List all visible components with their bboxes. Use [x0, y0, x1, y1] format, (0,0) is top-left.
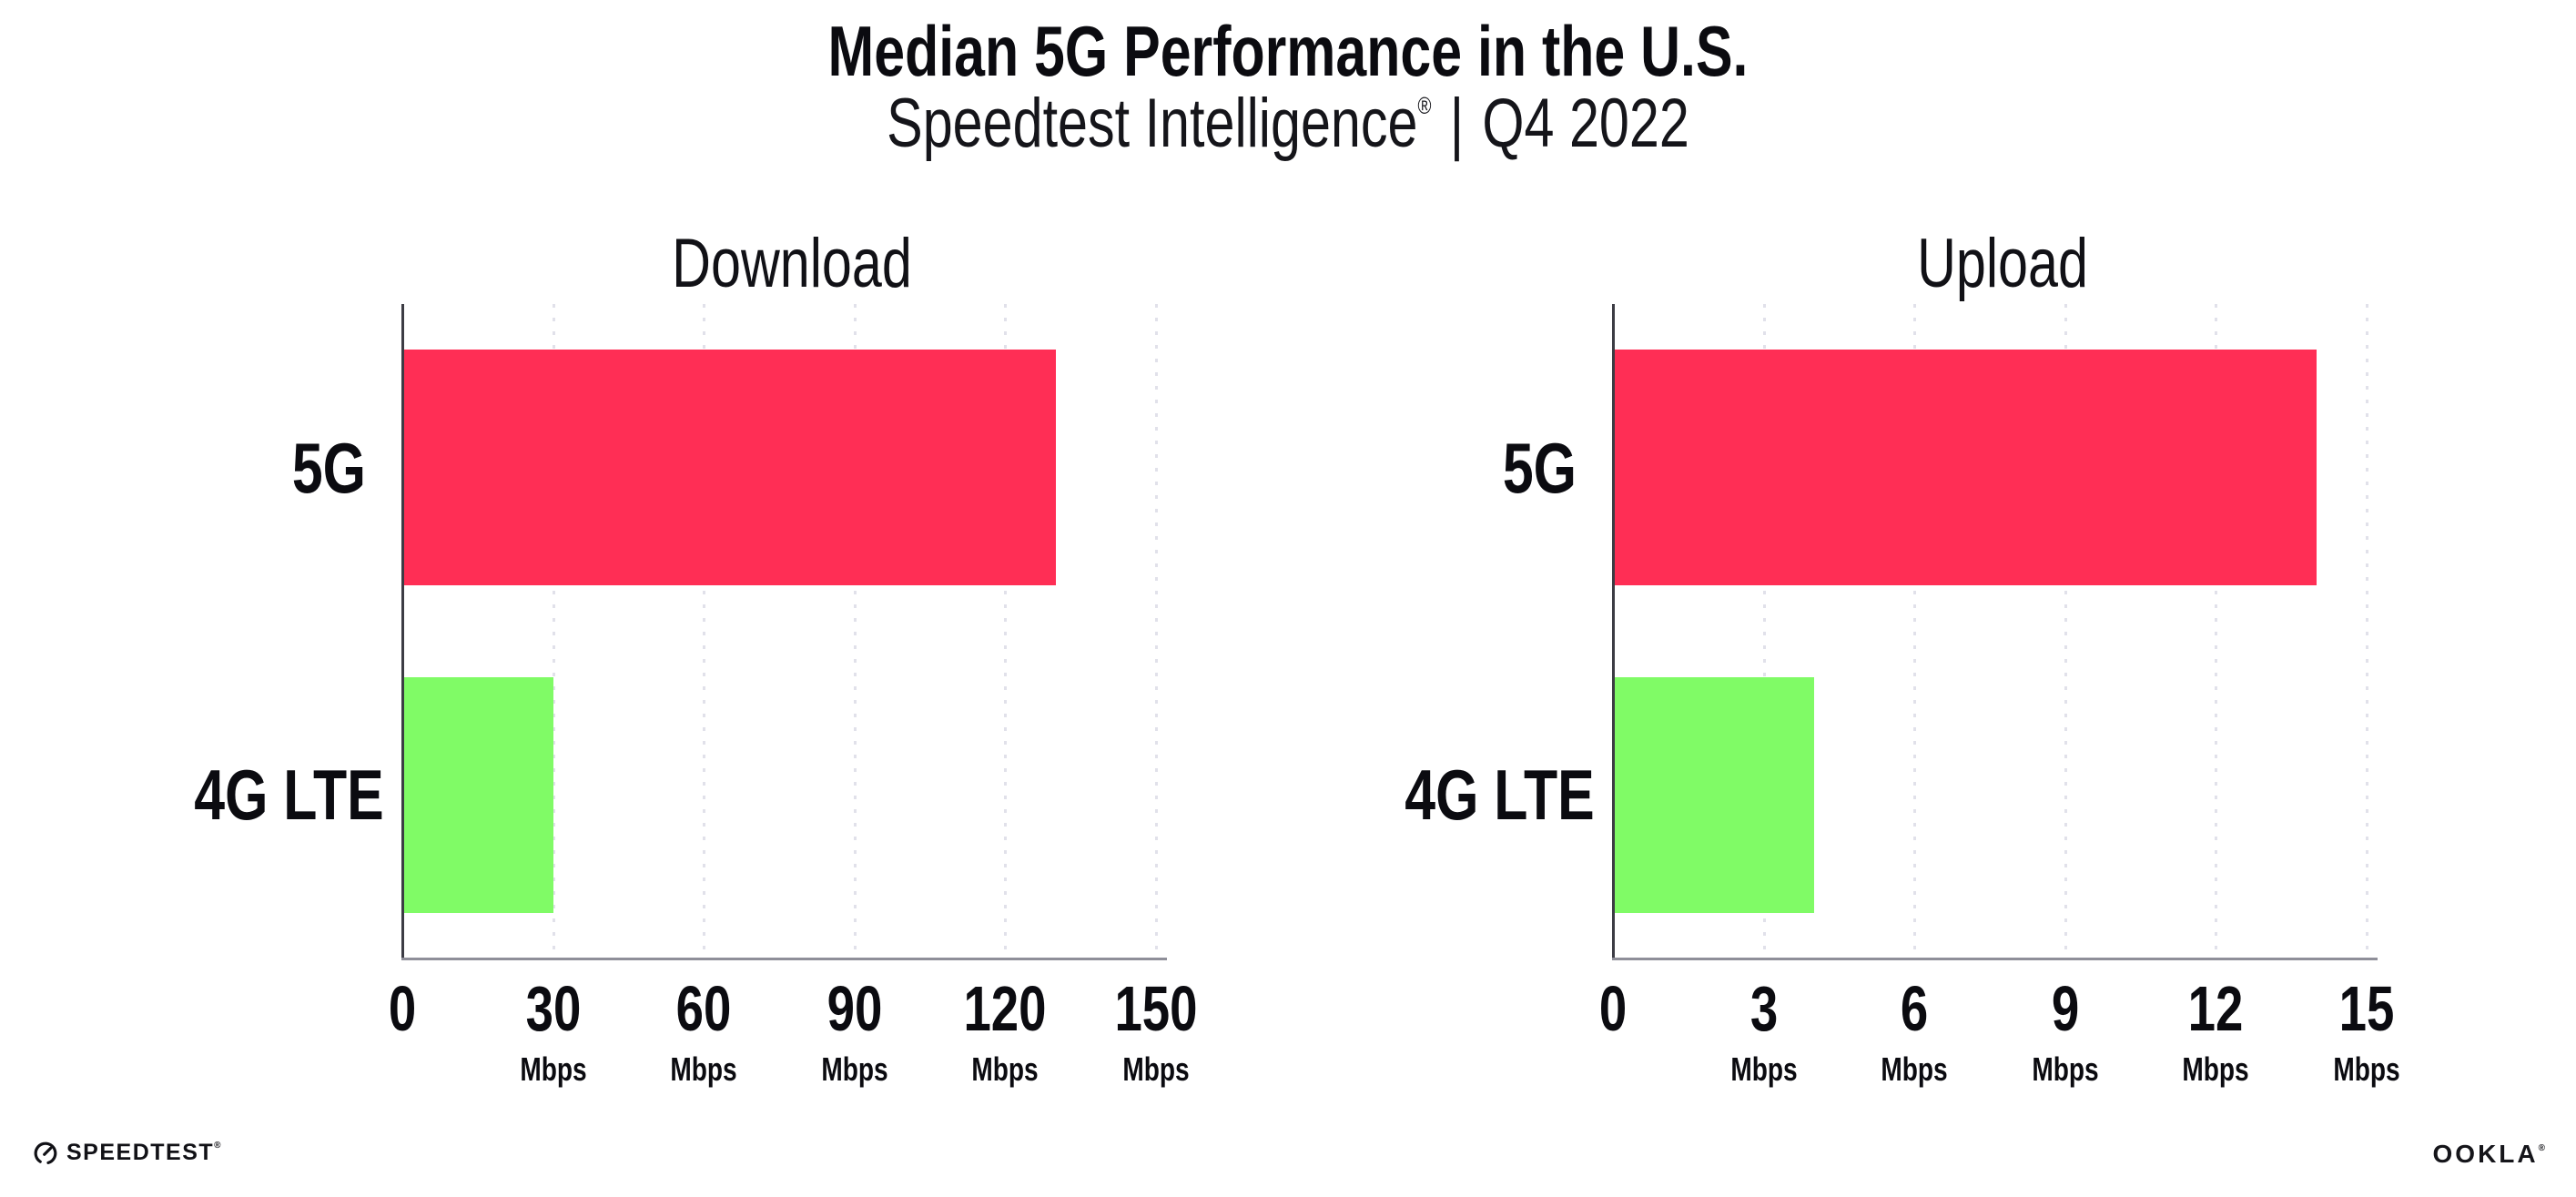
- speedtest-gauge-icon: [34, 1141, 57, 1164]
- gridline-6: [1913, 304, 1917, 959]
- x-tick-label-120: 120: [963, 973, 1047, 1044]
- x-tick-label-0: 0: [388, 973, 417, 1044]
- bar-5g: [1613, 350, 2317, 586]
- x-tick-unit-9: Mbps: [2032, 1050, 2099, 1088]
- y-axis-line: [401, 304, 404, 959]
- x-tick-unit-60: Mbps: [670, 1050, 737, 1088]
- x-tick-label-150: 150: [1114, 973, 1198, 1044]
- x-tick-unit-3: Mbps: [1730, 1050, 1798, 1088]
- subtitle-separator: |: [1449, 85, 1465, 162]
- x-tick-label-6: 6: [1900, 973, 1929, 1044]
- x-tick-label-3: 3: [1749, 973, 1779, 1044]
- category-label-5g: 5G: [1502, 428, 1577, 508]
- ookla-logo: OOKLA®: [2433, 1140, 2545, 1169]
- x-tick-unit-30: Mbps: [520, 1050, 587, 1088]
- category-label-4g-lte: 4G LTE: [1405, 755, 1595, 835]
- x-tick-unit-150: Mbps: [1122, 1050, 1190, 1088]
- gridline-30: [552, 304, 555, 959]
- page-subtitle: Speedtest Intelligence® | Q4 2022: [283, 84, 2292, 163]
- gridline-3: [1762, 304, 1766, 959]
- upload-chart-panel: Upload 5G 4G LTE 0 3 Mbps 6 Mbps 9 Mbps 12 Mbps 15 M…: [1356, 218, 2430, 1129]
- gridline-150: [1155, 304, 1158, 959]
- x-tick-unit-120: Mbps: [971, 1050, 1039, 1088]
- gridline-90: [853, 304, 857, 959]
- ookla-registered-mark-icon: ®: [2538, 1143, 2545, 1153]
- gridline-60: [703, 304, 706, 959]
- gridline-120: [1004, 304, 1008, 959]
- x-axis-line: [401, 958, 1167, 960]
- x-tick-unit-90: Mbps: [821, 1050, 888, 1088]
- registered-trademark-icon: ®: [1417, 92, 1432, 119]
- x-tick-label-90: 90: [827, 973, 883, 1044]
- x-tick-label-0: 0: [1598, 973, 1628, 1044]
- subtitle-brand: Speedtest Intelligence: [887, 85, 1418, 162]
- subtitle-period: Q4 2022: [1482, 85, 1689, 162]
- x-tick-label-9: 9: [2051, 973, 2080, 1044]
- x-tick-label-30: 30: [525, 973, 582, 1044]
- x-tick-unit-12: Mbps: [2182, 1050, 2249, 1088]
- x-tick-label-15: 15: [2338, 973, 2395, 1044]
- gridline-12: [2215, 304, 2218, 959]
- speedtest-registered-mark-icon: ®: [214, 1141, 221, 1151]
- category-label-4g-lte: 4G LTE: [194, 755, 384, 835]
- x-axis-line: [1612, 958, 2378, 960]
- upload-chart-title: Upload: [1917, 225, 2088, 302]
- download-chart-panel: Download 5G 4G LTE 0 30 Mbps 60 Mbps 90 Mbps 120 M…: [146, 218, 1220, 1129]
- category-label-5g: 5G: [291, 428, 366, 508]
- speedtest-wordmark: SPEEDTEST®: [66, 1140, 221, 1165]
- download-chart-title: Download: [672, 225, 912, 302]
- download-plot-area: [401, 304, 1167, 960]
- speedtest-logo: SPEEDTEST®: [33, 1140, 221, 1166]
- x-tick-label-12: 12: [2187, 973, 2244, 1044]
- bar-4g-lte: [402, 676, 553, 913]
- y-axis-line: [1612, 304, 1615, 959]
- gridline-15: [2366, 304, 2368, 959]
- ookla-wordmark: OOKLA: [2432, 1140, 2539, 1168]
- bar-4g-lte: [1613, 676, 1814, 913]
- x-tick-unit-6: Mbps: [1881, 1050, 1948, 1088]
- x-tick-unit-15: Mbps: [2333, 1050, 2400, 1088]
- bar-5g: [402, 350, 1056, 586]
- gridline-9: [2064, 304, 2067, 959]
- upload-plot-area: [1612, 304, 2378, 960]
- x-tick-label-60: 60: [675, 973, 732, 1044]
- page-title: Median 5G Performance in the U.S.: [827, 11, 1749, 91]
